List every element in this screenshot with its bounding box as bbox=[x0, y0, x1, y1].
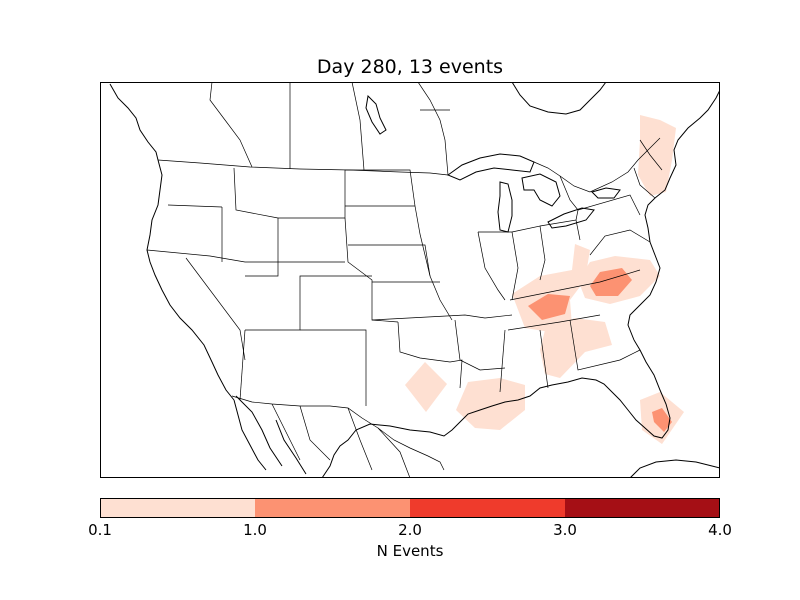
lake-ontario bbox=[591, 187, 621, 199]
colorbar-tick: 3.0 bbox=[553, 521, 577, 539]
lake-michigan bbox=[497, 181, 513, 233]
map-canvas bbox=[100, 82, 720, 478]
colorbar-tick: 0.1 bbox=[88, 521, 112, 539]
colorbar-tick: 2.0 bbox=[398, 521, 422, 539]
event-patch-louisiana bbox=[456, 378, 525, 430]
event-patch-florida-medium bbox=[652, 408, 672, 432]
great-lakes bbox=[365, 82, 621, 233]
event-patch-tennessee-light bbox=[512, 244, 590, 332]
colorbar bbox=[100, 498, 720, 518]
colorbar-bin-4 bbox=[565, 498, 720, 518]
colorbar-bin-1 bbox=[100, 498, 255, 518]
map-border bbox=[100, 82, 720, 478]
colorbar-bin-3 bbox=[410, 498, 565, 518]
lake-superior bbox=[446, 153, 535, 181]
lake-huron bbox=[521, 173, 561, 207]
map-title: Day 280, 13 events bbox=[316, 56, 504, 78]
colorbar-bin-2 bbox=[255, 498, 410, 518]
event-patch-georgia bbox=[540, 318, 612, 378]
event-patch-tennessee-medium bbox=[528, 294, 570, 320]
colorbar-tick: 4.0 bbox=[708, 521, 732, 539]
event-patches bbox=[405, 115, 684, 444]
hudson-bay-coast bbox=[511, 82, 607, 115]
lake-winnipeg bbox=[365, 94, 387, 135]
colorbar-tick: 1.0 bbox=[243, 521, 267, 539]
colorbar-label: N Events bbox=[376, 542, 444, 560]
event-patch-carolinas-medium bbox=[590, 268, 632, 296]
coastlines bbox=[109, 83, 720, 478]
lake-erie bbox=[547, 207, 595, 229]
event-patch-northeast bbox=[638, 115, 676, 196]
event-patch-texas bbox=[405, 362, 447, 412]
borders bbox=[146, 82, 663, 478]
